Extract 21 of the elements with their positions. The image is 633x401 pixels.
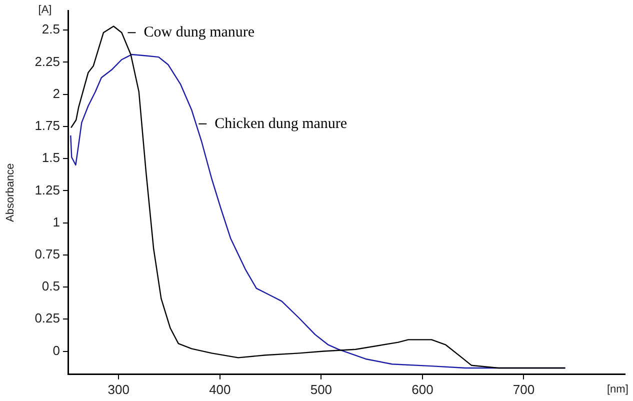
y-tick-label: 0.5 <box>42 278 60 294</box>
text: [A] <box>38 4 52 16</box>
y-tick-label: 1.75 <box>34 118 60 134</box>
y-tick-label: 0.75 <box>34 246 60 262</box>
x-tick-label: 700 <box>512 382 535 397</box>
y-tick-label: 0 <box>52 342 60 358</box>
y-tick-label: 2 <box>52 86 60 101</box>
x-tick-label: 400 <box>209 382 231 397</box>
y-tick-label: 2.5 <box>42 22 60 37</box>
x-tick-label: 600 <box>412 382 434 397</box>
annotation: Chicken dung manure <box>214 116 348 132</box>
y-axis-title: Absorbance <box>4 163 17 222</box>
y-tick-label: 2.25 <box>34 54 60 69</box>
text: [nm] <box>607 383 628 396</box>
y-tick-label: 1 <box>52 214 60 230</box>
x-tick-label: 300 <box>108 382 130 397</box>
x-tick-label: 500 <box>310 382 332 397</box>
y-tick-label: 1.5 <box>42 150 60 166</box>
y-tick-label: 1.25 <box>34 182 60 198</box>
y-tick-label: 0.25 <box>34 310 60 326</box>
annotation: Cow dung manure <box>144 24 255 41</box>
